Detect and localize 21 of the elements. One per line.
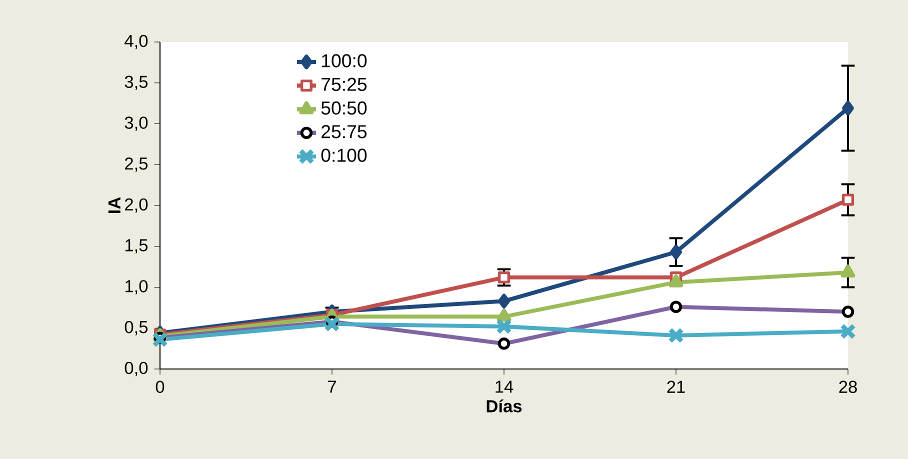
x-axis-title: Días bbox=[486, 399, 522, 412]
y-tick-label: 4,0 bbox=[124, 34, 148, 50]
x-tick-label: 14 bbox=[496, 380, 514, 393]
y-tick-label: 1,5 bbox=[125, 239, 148, 254]
y-tick-label: 2,5 bbox=[125, 157, 148, 172]
x-tick-label: 0 bbox=[156, 380, 164, 393]
x-tick-label: 7 bbox=[328, 380, 336, 393]
y-tick-label: 1,0 bbox=[125, 280, 148, 294]
y-tick-label: 0,0 bbox=[124, 362, 148, 376]
legend-label: 25:75 bbox=[322, 125, 367, 138]
y-tick-label: 3,5 bbox=[124, 76, 148, 90]
x-tick-label: 28 bbox=[839, 380, 857, 393]
y-tick-label: 3,0 bbox=[124, 116, 148, 131]
y-axis-title: IA bbox=[108, 197, 120, 214]
x-tick-label: 21 bbox=[667, 380, 685, 393]
y-tick-label: 0,5 bbox=[124, 320, 148, 336]
legend-label: 75:25 bbox=[322, 78, 367, 91]
y-tick-label: 2,0 bbox=[125, 198, 148, 213]
legend-label: 0:100 bbox=[321, 148, 367, 162]
legend-label: 50:50 bbox=[321, 101, 367, 115]
legend-label: 100:0 bbox=[322, 54, 367, 68]
